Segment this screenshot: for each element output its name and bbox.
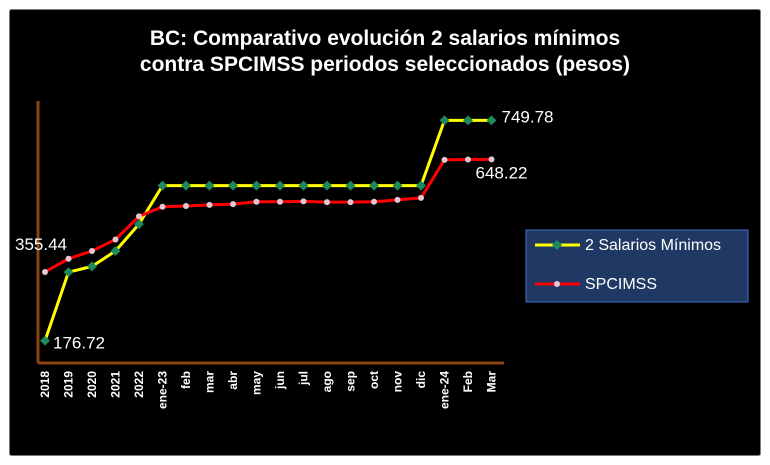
data-point — [230, 201, 236, 208]
x-tick-label: jul — [297, 371, 311, 386]
data-point — [418, 194, 424, 201]
x-tick-label: ago — [320, 371, 334, 392]
x-tick-label: 2019 — [62, 371, 76, 398]
data-label: 355.44 — [15, 235, 67, 254]
x-tick-label: jun — [273, 371, 287, 390]
x-tick-label: 2022 — [132, 371, 146, 398]
legend-label-spcimss: SPCIMSS — [585, 276, 657, 293]
data-point — [277, 198, 283, 205]
data-label: 176.72 — [53, 334, 105, 353]
chart-container: BC: Comparativo evolución 2 salarios mín… — [9, 9, 761, 456]
data-point — [110, 246, 121, 256]
series-1 — [42, 156, 495, 275]
data-point — [134, 219, 144, 230]
x-tick-label: mar — [203, 371, 217, 393]
legend-swatch-spcimss-marker — [554, 281, 560, 287]
data-point — [251, 180, 262, 191]
x-tick-label: sep — [344, 371, 358, 392]
data-point — [345, 180, 356, 191]
legend-box — [525, 229, 749, 303]
data-point — [204, 180, 215, 191]
x-tick-label: ene-24 — [438, 371, 452, 409]
series-line — [44, 157, 492, 274]
data-point — [206, 201, 213, 208]
data-label: 749.78 — [502, 107, 554, 126]
data-point — [65, 255, 72, 262]
data-point — [112, 236, 119, 243]
x-tick-label: 2020 — [85, 371, 99, 398]
x-tick-label: oct — [367, 371, 381, 389]
data-point — [465, 156, 471, 163]
data-point — [157, 180, 168, 191]
data-point — [324, 199, 330, 206]
data-point — [275, 180, 285, 191]
data-point — [371, 198, 377, 205]
data-point — [322, 180, 332, 191]
chart-title: BC: Comparativo evolución 2 salarios mín… — [150, 27, 620, 50]
data-point — [392, 180, 403, 191]
x-tick-label: 2021 — [109, 371, 123, 398]
data-point — [441, 156, 448, 163]
x-tick-label: abr — [226, 371, 240, 390]
data-point — [228, 180, 238, 191]
data-point — [42, 268, 48, 275]
x-tick-label: Mar — [485, 371, 499, 393]
x-tick-label: Feb — [461, 371, 475, 392]
x-tick-label: may — [250, 371, 264, 395]
data-point — [416, 180, 426, 191]
data-point — [300, 198, 307, 205]
data-point — [183, 203, 189, 209]
legend-label-salarios: 2 Salarios Mínimos — [585, 237, 721, 254]
data-point — [136, 213, 142, 220]
data-point — [159, 203, 166, 210]
x-tick-label: 2018 — [38, 371, 52, 398]
data-point — [347, 199, 354, 206]
x-tick-label: nov — [391, 371, 405, 393]
data-point — [253, 198, 260, 205]
data-point — [89, 248, 95, 254]
x-tick-label: ene-23 — [156, 371, 170, 409]
x-tick-label: feb — [179, 371, 193, 389]
chart-background — [9, 9, 761, 456]
data-point — [298, 180, 309, 191]
line-chart: BC: Comparativo evolución 2 salarios mín… — [9, 9, 761, 456]
data-point — [488, 156, 495, 163]
legend: 2 Salarios Mínimos SPCIMSS — [525, 229, 749, 303]
data-point — [369, 180, 379, 191]
series-layer — [40, 115, 497, 346]
chart-subtitle: contra SPCIMSS periodos seleccionados (p… — [140, 53, 630, 76]
x-tick-labels: 2018 2019 2020 2021 2022 ene-23 feb mar abr may ju… — [38, 371, 499, 409]
x-tick-label: dic — [414, 371, 428, 389]
data-labels: 355.44 176.72 749.78 648.22 — [15, 107, 554, 352]
data-label: 648.22 — [476, 163, 528, 182]
legend-swatch-salarios-marker — [552, 240, 562, 250]
data-point — [394, 196, 401, 203]
data-point — [181, 180, 191, 191]
